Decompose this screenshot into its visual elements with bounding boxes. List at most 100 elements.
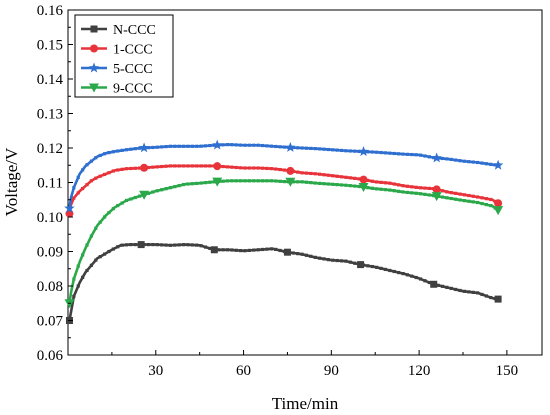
- series-point: [155, 145, 159, 149]
- series-point: [414, 191, 418, 195]
- series-point: [357, 149, 361, 153]
- legend-label: 9-CCC: [113, 82, 153, 97]
- series-point: [348, 184, 352, 188]
- series-point: [309, 181, 313, 185]
- series-point: [410, 152, 414, 157]
- series-point: [489, 162, 493, 166]
- series-point: [199, 181, 203, 185]
- series-point: [203, 164, 208, 168]
- series-point: [111, 207, 115, 211]
- series-point: [300, 252, 304, 256]
- series-point: [138, 146, 142, 150]
- series-point: [124, 167, 129, 171]
- y-tick-label: 0.09: [37, 245, 63, 261]
- series-point: [146, 243, 151, 247]
- series-point: [300, 180, 304, 184]
- series-point: [423, 192, 427, 196]
- y-tick-label: 0.14: [37, 72, 64, 88]
- series-point: [335, 258, 339, 263]
- series-point: [282, 180, 287, 184]
- series-point: [397, 152, 401, 156]
- series-point: [366, 150, 370, 154]
- series-point: [203, 144, 208, 148]
- series-point: [116, 245, 120, 249]
- series-point: [296, 180, 300, 184]
- series-point: [383, 267, 388, 272]
- series-point: [168, 144, 173, 148]
- series-point: [353, 184, 357, 188]
- y-tick-label: 0.08: [37, 279, 63, 295]
- series-point: [322, 173, 326, 177]
- series-point: [462, 159, 467, 163]
- series-point: [186, 182, 190, 186]
- series-point: [94, 176, 98, 180]
- series-point: [304, 146, 309, 150]
- series-point: [414, 153, 418, 157]
- series-point: [133, 166, 137, 170]
- series-point: [239, 166, 243, 170]
- series-marker: [430, 280, 438, 288]
- series-point: [467, 199, 471, 203]
- series-9-ccc: [64, 177, 504, 309]
- series-point: [94, 156, 98, 160]
- series-point: [160, 164, 164, 169]
- x-tick-label: 30: [148, 363, 163, 379]
- series-point: [124, 148, 129, 152]
- series-point: [81, 253, 85, 257]
- series-point: [230, 143, 234, 147]
- series-point: [81, 168, 85, 172]
- series-point: [331, 174, 335, 178]
- series-point: [397, 270, 401, 275]
- series-marker: [286, 166, 295, 175]
- series-point: [440, 195, 445, 199]
- series-point: [239, 143, 243, 147]
- series-point: [173, 243, 177, 247]
- legend-marker: [89, 83, 99, 93]
- series-point: [120, 201, 124, 205]
- series-point: [335, 148, 339, 152]
- series-point: [265, 144, 269, 148]
- series-point: [423, 154, 427, 158]
- series-point: [72, 186, 76, 190]
- series-point: [348, 176, 352, 180]
- y-axis-title: Voltage/V: [2, 147, 21, 216]
- series-point: [458, 159, 462, 163]
- x-tick-label: 60: [236, 363, 251, 379]
- series-point: [85, 268, 89, 273]
- series-point: [81, 275, 85, 279]
- series-point: [85, 243, 89, 247]
- series-point: [225, 248, 230, 252]
- series-point: [225, 143, 230, 147]
- series-point: [471, 160, 475, 164]
- x-tick-label: 90: [324, 363, 339, 379]
- series-point: [313, 172, 317, 176]
- series-point: [146, 146, 151, 150]
- series-point: [304, 253, 309, 257]
- series-point: [309, 146, 313, 151]
- series-point: [208, 246, 212, 251]
- series-point: [410, 274, 414, 278]
- series-point: [138, 166, 142, 170]
- series-point: [454, 287, 458, 292]
- series-marker: [431, 192, 442, 202]
- series-point: [388, 268, 392, 273]
- series-point: [98, 220, 102, 224]
- series-point: [260, 143, 265, 148]
- series-point: [480, 201, 484, 206]
- series-point: [423, 186, 427, 190]
- series-point: [269, 167, 273, 171]
- ticks-layer: 30 60 90 120 150 0.06 0.07 0.08 0.09 0.10 0.11 0.12…: [37, 3, 518, 379]
- series-point: [462, 199, 467, 203]
- series-point: [401, 184, 405, 188]
- series-point: [489, 295, 493, 300]
- series-point: [436, 283, 440, 287]
- series-point: [489, 204, 493, 208]
- series-point: [366, 264, 370, 268]
- series-point: [476, 160, 480, 165]
- series-marker: [359, 175, 368, 184]
- series-point: [98, 153, 102, 158]
- series-point: [225, 165, 230, 169]
- series-point: [427, 280, 431, 285]
- y-tick-label: 0.06: [37, 348, 64, 364]
- series-point: [190, 243, 194, 247]
